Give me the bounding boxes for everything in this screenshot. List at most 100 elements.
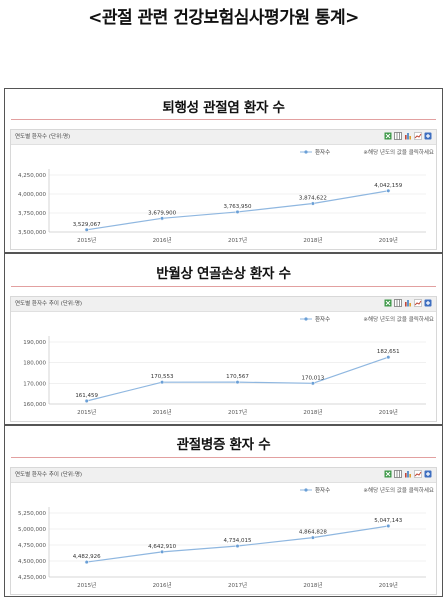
data-label: 4,482,926 bbox=[73, 554, 101, 560]
line-chart-icon[interactable] bbox=[414, 299, 422, 307]
chart-header-label: 연도별 환자수 추이 (단위:명) bbox=[15, 472, 83, 478]
chart-header: 연도별 환자수 추이 (단위:명) bbox=[11, 468, 436, 483]
x-tick-label: 2015년 bbox=[77, 408, 96, 416]
x-tick-label: 2019년 bbox=[379, 581, 398, 589]
bar-chart-icon[interactable] bbox=[404, 132, 412, 140]
data-point bbox=[160, 549, 165, 554]
legend-label: 환자수 bbox=[315, 315, 330, 323]
x-tick-label: 2019년 bbox=[379, 236, 398, 244]
x-tick-label: 2018년 bbox=[303, 581, 322, 589]
line-chart: 환자수 ※해당 년도의 값을 클릭하세요 4,250,000 4,500,000 4,7… bbox=[18, 486, 434, 589]
data-label: 4,042,159 bbox=[374, 183, 402, 189]
data-point bbox=[310, 201, 315, 206]
chart-toolbar bbox=[384, 132, 432, 140]
data-point bbox=[235, 543, 240, 549]
panel-title: 반월상 연골손상 환자 수 bbox=[156, 266, 291, 282]
excel-icon[interactable] bbox=[384, 299, 392, 307]
grid-icon[interactable] bbox=[394, 132, 402, 140]
data-point bbox=[310, 535, 315, 540]
excel-icon[interactable] bbox=[384, 470, 392, 478]
data-point bbox=[235, 380, 240, 385]
data-point bbox=[160, 216, 165, 221]
y-tick-label: 5,250,000 bbox=[18, 511, 46, 517]
line-chart-icon[interactable] bbox=[414, 470, 422, 478]
grid-icon[interactable] bbox=[394, 470, 402, 478]
chart-panel-osteoarthritis: 퇴행성 관절염 환자 수 연도별 환자수 (단위:명) 환자수 ※해당 년도의 값… bbox=[4, 88, 443, 253]
chart-panel-arthropathy: 관절병증 환자 수 연도별 환자수 추이 (단위:명) 환자수 ※해당 년도의 값… bbox=[4, 425, 443, 597]
x-tick-label: 2015년 bbox=[77, 236, 96, 244]
data-label: 4,642,910 bbox=[148, 544, 176, 550]
data-point bbox=[310, 381, 315, 386]
chart-box: 연도별 환자수 추이 (단위:명) 환자수 ※해당 년도의 값을 클릭하세요 160… bbox=[10, 296, 437, 422]
y-tick-label: 190,000 bbox=[23, 340, 46, 346]
y-tick-label: 4,250,000 bbox=[18, 173, 46, 179]
x-tick-label: 2018년 bbox=[303, 408, 322, 416]
chart-box: 연도별 환자수 (단위:명) 환자수 ※해당 년도의 값을 클릭하세요 3,500,… bbox=[10, 129, 437, 250]
chart-header: 연도별 환자수 추이 (단위:명) bbox=[11, 297, 436, 312]
bar-chart-icon[interactable] bbox=[404, 299, 412, 307]
data-point bbox=[235, 209, 240, 214]
legend-label: 환자수 bbox=[315, 486, 330, 494]
panel-title: 관절병증 환자 수 bbox=[176, 437, 271, 453]
y-tick-label: 4,750,000 bbox=[18, 543, 46, 549]
data-label: 3,529,067 bbox=[73, 222, 101, 228]
chart-note: ※해당 년도의 값을 클릭하세요 bbox=[363, 315, 434, 323]
x-tick-label: 2019년 bbox=[379, 408, 398, 416]
chart-box: 연도별 환자수 추이 (단위:명) 환자수 ※해당 년도의 값을 클릭하세요 4,2… bbox=[10, 467, 437, 595]
data-point bbox=[160, 380, 165, 385]
add-icon[interactable] bbox=[424, 299, 432, 307]
data-label: 170,553 bbox=[151, 374, 174, 380]
add-icon[interactable] bbox=[424, 470, 432, 478]
grid-icon[interactable] bbox=[394, 299, 402, 307]
title-divider bbox=[11, 119, 436, 120]
y-tick-label: 5,000,000 bbox=[18, 527, 46, 533]
y-tick-label: 4,500,000 bbox=[18, 559, 46, 565]
data-point bbox=[386, 188, 391, 193]
data-point bbox=[84, 398, 89, 404]
chart-note: ※해당 년도의 값을 클릭하세요 bbox=[363, 486, 434, 494]
chart-toolbar bbox=[384, 299, 432, 307]
data-label: 161,459 bbox=[75, 393, 98, 399]
data-label: 5,047,143 bbox=[374, 518, 402, 524]
line-chart: 환자수 ※해당 년도의 값을 클릭하세요 3,500,000 3,750,000 4,0… bbox=[18, 148, 434, 244]
add-icon[interactable] bbox=[424, 132, 432, 140]
y-tick-label: 160,000 bbox=[23, 402, 46, 408]
x-tick-label: 2017년 bbox=[228, 236, 247, 244]
data-label: 3,874,622 bbox=[299, 196, 327, 202]
chart-header: 연도별 환자수 (단위:명) bbox=[11, 130, 436, 145]
y-tick-label: 4,000,000 bbox=[18, 192, 46, 198]
x-tick-label: 2017년 bbox=[228, 408, 247, 416]
chart-header-label: 연도별 환자수 (단위:명) bbox=[15, 134, 71, 140]
data-label: 170,567 bbox=[226, 374, 249, 380]
y-tick-label: 3,500,000 bbox=[18, 230, 46, 236]
line-chart: 환자수 ※해당 년도의 값을 클릭하세요 160,000 170,000 180,000… bbox=[23, 315, 434, 416]
panel-title: 퇴행성 관절염 환자 수 bbox=[162, 100, 285, 116]
legend-marker bbox=[304, 317, 308, 321]
x-tick-label: 2017년 bbox=[228, 581, 247, 589]
x-tick-label: 2016년 bbox=[153, 236, 172, 244]
y-tick-label: 3,750,000 bbox=[18, 211, 46, 217]
data-point bbox=[386, 523, 391, 529]
legend-label: 환자수 bbox=[315, 148, 330, 156]
data-point bbox=[84, 227, 89, 232]
chart-toolbar bbox=[384, 470, 432, 478]
x-tick-label: 2016년 bbox=[153, 581, 172, 589]
excel-icon[interactable] bbox=[384, 132, 392, 140]
y-tick-label: 180,000 bbox=[23, 361, 46, 367]
data-label: 4,864,828 bbox=[299, 530, 327, 536]
data-point bbox=[386, 355, 391, 360]
bar-chart-icon[interactable] bbox=[404, 470, 412, 478]
data-point bbox=[84, 560, 89, 565]
y-tick-label: 170,000 bbox=[23, 381, 46, 387]
page-title: <관절 관련 건강보험심사평가원 통계> bbox=[88, 8, 359, 28]
chart-note: ※해당 년도의 값을 클릭하세요 bbox=[363, 148, 434, 156]
title-divider bbox=[11, 286, 436, 287]
data-label: 3,679,900 bbox=[148, 210, 176, 216]
data-label: 182,651 bbox=[377, 349, 400, 355]
line-chart-icon[interactable] bbox=[414, 132, 422, 140]
chart-panel-meniscus: 반월상 연골손상 환자 수 연도별 환자수 추이 (단위:명) 환자수 ※해당 년… bbox=[4, 253, 443, 425]
legend-marker bbox=[304, 488, 308, 492]
data-label: 3,763,950 bbox=[224, 204, 252, 210]
legend-marker bbox=[304, 150, 308, 154]
title-divider bbox=[11, 457, 436, 458]
